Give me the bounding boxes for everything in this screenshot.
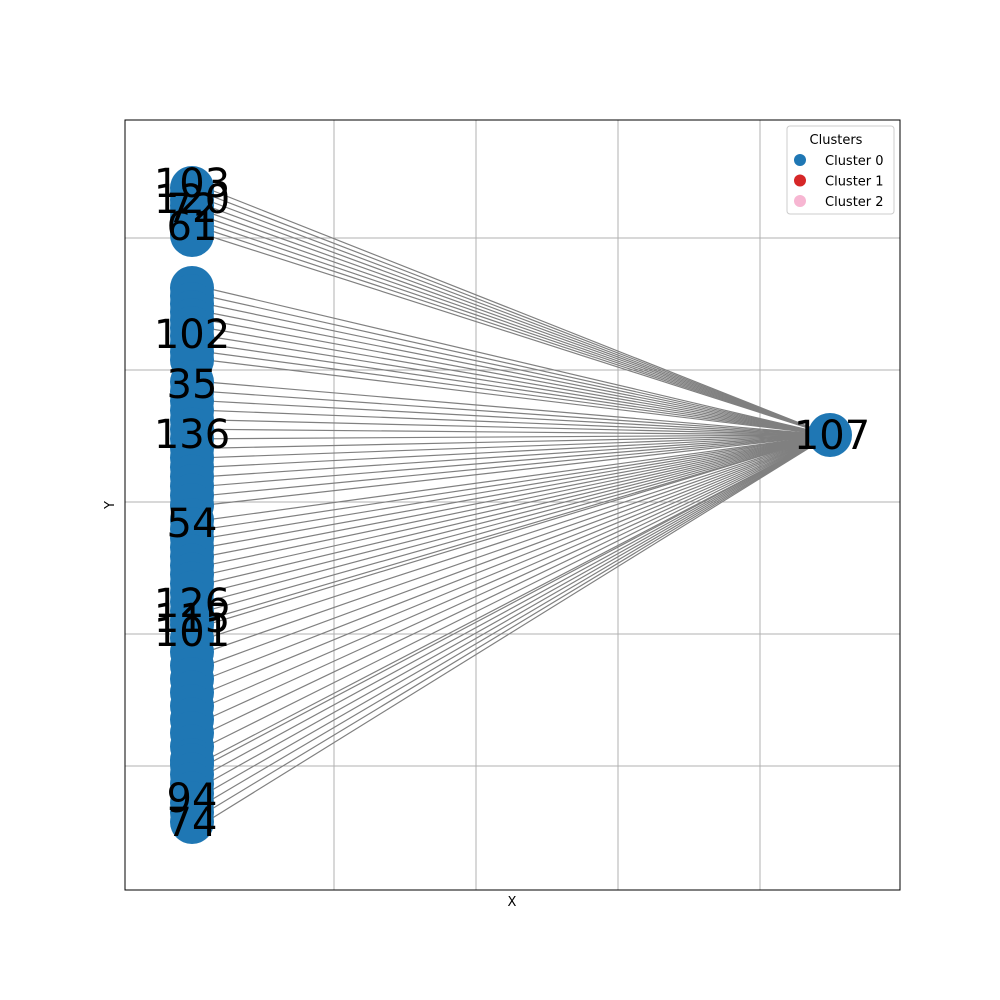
edge <box>205 434 831 680</box>
node-label: 72 <box>167 186 218 232</box>
edge <box>205 187 831 436</box>
edge <box>205 351 831 436</box>
y-axis-label: Y <box>103 501 118 510</box>
edge <box>205 434 831 785</box>
edge <box>205 434 831 776</box>
edge <box>205 434 831 653</box>
edge <box>205 434 831 576</box>
node-label: 101 <box>154 610 230 656</box>
edge <box>205 434 831 667</box>
node-label: 136 <box>154 412 230 458</box>
edge <box>205 434 831 585</box>
legend-box <box>786 125 895 215</box>
edge <box>205 434 831 557</box>
edge <box>205 327 831 436</box>
node-label: 103 <box>154 161 230 207</box>
edge <box>205 419 831 436</box>
edge <box>205 210 831 436</box>
node-label: 74 <box>167 800 218 846</box>
edge <box>205 434 831 603</box>
edge <box>205 434 831 449</box>
edge <box>205 434 831 548</box>
edge <box>205 434 831 814</box>
edge <box>205 434 831 440</box>
legend-marker <box>794 154 806 166</box>
edge <box>205 295 831 436</box>
node-label: 61 <box>167 204 218 250</box>
edge <box>205 434 831 594</box>
edge <box>205 434 831 707</box>
node-label: 94 <box>167 776 218 822</box>
node-label: 115 <box>154 596 230 642</box>
edge <box>205 434 831 795</box>
edge <box>205 434 831 694</box>
node-label: 126 <box>154 581 230 627</box>
edge <box>205 434 831 612</box>
edge <box>205 335 831 436</box>
edge <box>205 193 831 436</box>
edge <box>205 434 831 804</box>
edge <box>205 303 831 436</box>
edge <box>205 400 831 436</box>
edge <box>205 234 831 436</box>
edge <box>205 434 831 748</box>
legend-marker <box>794 195 806 207</box>
legend-entry-label: Cluster 0 <box>825 154 884 169</box>
node <box>170 213 214 257</box>
edge <box>205 381 831 436</box>
node-label: 54 <box>167 501 218 547</box>
edge <box>205 434 831 478</box>
edge <box>205 359 831 436</box>
edge <box>205 434 831 530</box>
edge <box>205 434 831 626</box>
edge <box>205 428 831 436</box>
column-nodes <box>170 166 214 844</box>
edge <box>205 434 831 823</box>
node-label: 35 <box>167 362 218 408</box>
x-axis-label: X <box>508 895 517 910</box>
node-label: 102 <box>154 312 230 358</box>
edge <box>205 409 831 436</box>
edge <box>205 434 831 567</box>
edge <box>205 343 831 436</box>
edge <box>205 434 831 734</box>
edge <box>205 199 831 436</box>
edge <box>205 287 831 436</box>
edge <box>205 311 831 436</box>
plot-frame <box>124 119 901 891</box>
legend-title: Clusters <box>810 133 863 148</box>
node <box>170 800 214 844</box>
edge <box>205 434 831 487</box>
edge <box>205 434 831 468</box>
hub-node <box>808 413 852 457</box>
edge <box>205 434 831 766</box>
edge <box>205 216 831 436</box>
legend-marker <box>794 174 806 187</box>
edge <box>205 434 831 506</box>
edge <box>205 390 831 436</box>
node-label: 120 <box>154 177 230 223</box>
edge <box>205 205 831 436</box>
edge <box>205 434 831 497</box>
legend-entry-label: Cluster 1 <box>825 175 884 190</box>
edge <box>205 434 831 721</box>
edge <box>205 434 831 539</box>
edge <box>205 434 831 521</box>
edge <box>205 228 831 436</box>
edge <box>205 222 831 436</box>
edges <box>205 187 831 823</box>
legend-entry-label: Cluster 2 <box>825 195 884 210</box>
hub-node-label: 107 <box>794 413 870 459</box>
edge <box>205 434 831 459</box>
edge <box>205 319 831 436</box>
legend: Clusters Cluster 0 Cluster 1 Cluster 2 <box>786 125 895 215</box>
edge <box>205 434 831 640</box>
edge <box>205 434 831 761</box>
edge <box>205 434 831 621</box>
